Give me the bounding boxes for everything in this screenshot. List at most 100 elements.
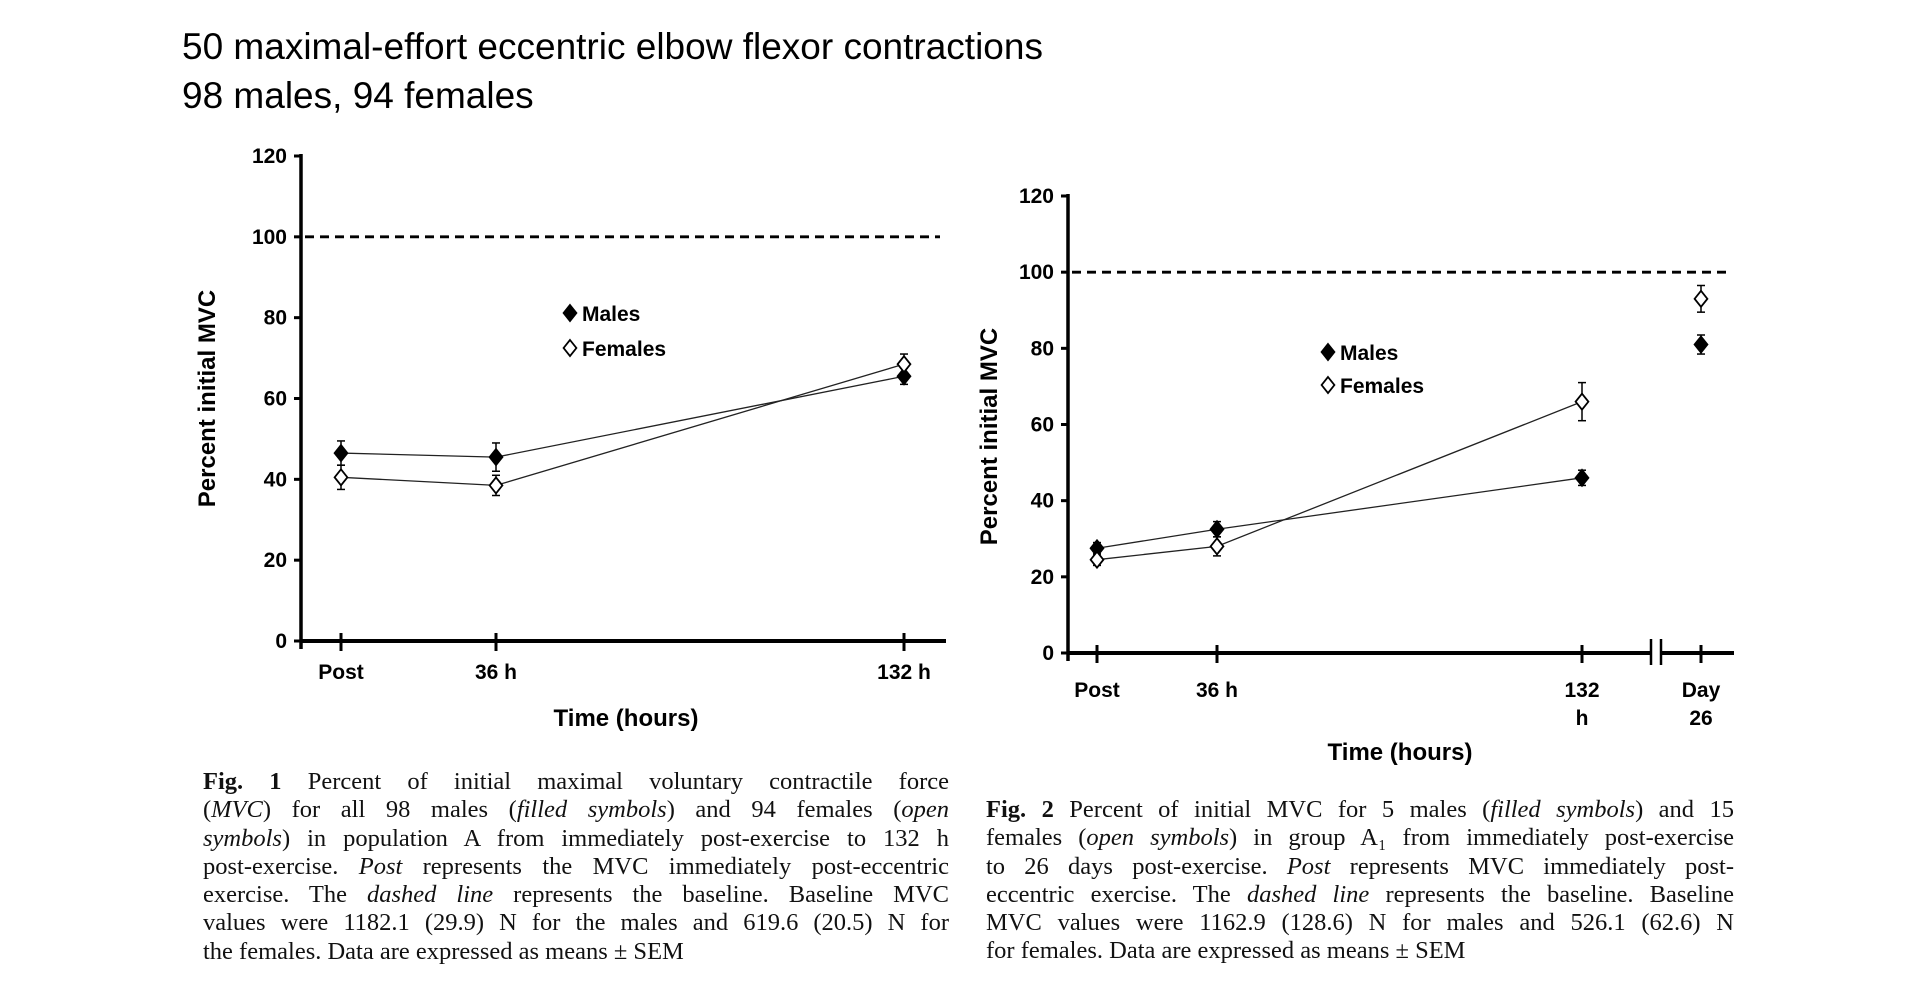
legend-label-females: Females bbox=[582, 338, 666, 361]
caption-line: Fig. 1 Percent of initial maximal volunt… bbox=[203, 768, 949, 796]
y-tick-label: 40 bbox=[264, 468, 287, 491]
y-tick-label: 20 bbox=[264, 549, 287, 572]
caption-text: represents the baseline. Baseline MVC bbox=[493, 881, 949, 909]
y-tick-label: 100 bbox=[1019, 261, 1054, 284]
y-tick-label: 0 bbox=[275, 630, 287, 653]
data-point-males bbox=[896, 366, 912, 386]
data-point-males bbox=[1209, 519, 1225, 539]
caption-text: ) and 94 females ( bbox=[666, 796, 902, 824]
caption-line: MVC values were 1162.9 (128.6) N for mal… bbox=[986, 909, 1734, 937]
x-tick-label: Post bbox=[318, 661, 364, 684]
caption-text: open symbols bbox=[1086, 824, 1230, 852]
caption-line: (MVC) for all 98 males (filled symbols) … bbox=[203, 796, 949, 824]
caption-line: exercise. The dashed line represents the… bbox=[203, 881, 949, 909]
series-line-females bbox=[1096, 401, 1583, 561]
data-point-females bbox=[1693, 289, 1709, 309]
figure-2-caption: Fig. 2 Percent of initial MVC for 5 male… bbox=[986, 796, 1734, 966]
caption-text: represents the MVC immediately post-ecce… bbox=[402, 852, 949, 880]
caption-line: post-exercise. Post represents the MVC i… bbox=[203, 853, 949, 881]
chart-2: 0 20 40 60 80 100 120 Post 36 h 132 h Day 26 Time (ho… bbox=[976, 185, 1734, 766]
caption-text: for females. Data are expressed as means… bbox=[986, 937, 1466, 965]
y-tick-label: 40 bbox=[1031, 490, 1054, 513]
caption-text: symbols bbox=[203, 824, 282, 852]
legend-label-females: Females bbox=[1340, 375, 1424, 398]
series-line-females bbox=[340, 363, 905, 487]
chart-1: 0 20 40 60 80 100 120 Post 36 h 132 h Time (hours)… bbox=[194, 145, 946, 732]
caption-line: the females. Data are expressed as means… bbox=[203, 938, 949, 966]
x-tick-label: Day bbox=[1682, 679, 1721, 702]
caption-text: Post bbox=[1286, 852, 1331, 880]
caption-text: represents MVC immediately post- bbox=[1330, 852, 1734, 880]
x-tick-label: 132 bbox=[1564, 679, 1599, 702]
caption-line: females (open symbols) in group A₁ from … bbox=[986, 824, 1734, 852]
caption-text: ( bbox=[203, 796, 212, 824]
caption-text: ) in group A₁ from immediately post-exer… bbox=[1229, 824, 1735, 852]
data-point-males bbox=[488, 447, 504, 467]
caption-text: Percent of initial maximal voluntary con… bbox=[281, 768, 949, 795]
x-axis-label: Time (hours) bbox=[554, 705, 699, 732]
caption-line: for females. Data are expressed as means… bbox=[986, 937, 1734, 965]
caption-text: open bbox=[901, 796, 949, 824]
caption-text: filled symbols bbox=[1490, 796, 1636, 823]
caption-text: post-exercise. bbox=[203, 852, 359, 880]
series-line-males bbox=[340, 375, 905, 458]
caption-text: to 26 days post-exercise. bbox=[986, 852, 1287, 880]
data-point-males bbox=[333, 443, 349, 463]
legend-marker-females bbox=[562, 338, 578, 358]
y-tick-label: 20 bbox=[1031, 566, 1054, 589]
legend-marker-males bbox=[562, 303, 578, 323]
caption-text: Post bbox=[358, 852, 403, 880]
caption-text: dashed line bbox=[1246, 880, 1370, 908]
x-tick-label: 36 h bbox=[1196, 679, 1238, 702]
caption-text: the females. Data are expressed as means… bbox=[203, 937, 684, 965]
caption-text: Percent of initial MVC for 5 males ( bbox=[1053, 796, 1491, 823]
legend-marker-males bbox=[1320, 342, 1336, 362]
figure-1-caption: Fig. 1 Percent of initial maximal volunt… bbox=[203, 768, 949, 966]
caption-line: to 26 days post-exercise. Post represent… bbox=[986, 853, 1734, 881]
caption-text: MVC bbox=[211, 796, 263, 824]
caption-text: filled symbols bbox=[516, 796, 667, 824]
y-axis-label: Percent initial MVC bbox=[194, 290, 221, 507]
data-point-females bbox=[1089, 550, 1105, 570]
x-tick-label: 132 h bbox=[877, 661, 931, 684]
caption-text: MVC values were 1162.9 (128.6) N for mal… bbox=[986, 909, 1734, 937]
x-tick-label: 36 h bbox=[475, 661, 517, 684]
x-tick-label: Post bbox=[1074, 679, 1120, 702]
data-point-females bbox=[1209, 536, 1225, 556]
y-tick-label: 80 bbox=[264, 307, 287, 330]
y-tick-label: 120 bbox=[252, 145, 287, 168]
y-tick-label: 60 bbox=[1031, 414, 1054, 437]
slide-heading-line-2: 98 males, 94 females bbox=[182, 75, 534, 116]
legend-label-males: Males bbox=[582, 303, 640, 326]
caption-text: ) in population A from immediately post-… bbox=[281, 824, 949, 852]
caption-figure-label: Fig. 2 bbox=[986, 796, 1054, 823]
data-point-females bbox=[333, 467, 349, 487]
caption-text: exercise. The bbox=[203, 881, 368, 909]
legend-label-males: Males bbox=[1340, 342, 1398, 365]
x-tick-label: 26 bbox=[1689, 707, 1712, 730]
data-point-females bbox=[1574, 392, 1590, 412]
series-line-males bbox=[1096, 477, 1583, 549]
caption-line: eccentric exercise. The dashed line repr… bbox=[986, 881, 1734, 909]
caption-text: values were 1182.1 (29.9) N for the male… bbox=[203, 909, 949, 937]
caption-line: values were 1182.1 (29.9) N for the male… bbox=[203, 909, 949, 937]
data-point-males bbox=[1693, 335, 1709, 354]
y-tick-label: 60 bbox=[264, 388, 287, 411]
x-tick-label: h bbox=[1576, 707, 1589, 730]
data-point-males bbox=[1574, 468, 1590, 488]
y-tick-label: 100 bbox=[252, 226, 287, 249]
y-tick-label: 0 bbox=[1042, 642, 1054, 665]
caption-text: represents the baseline. Baseline bbox=[1369, 880, 1734, 908]
caption-text: eccentric exercise. The bbox=[986, 880, 1247, 908]
data-point-females bbox=[896, 354, 912, 374]
data-point-females bbox=[488, 475, 504, 495]
y-tick-label: 80 bbox=[1031, 337, 1054, 360]
caption-figure-label: Fig. 1 bbox=[203, 768, 282, 795]
y-tick-label: 120 bbox=[1019, 185, 1054, 208]
y-axis-label: Percent initial MVC bbox=[976, 328, 1003, 545]
caption-text: ) and 15 bbox=[1635, 796, 1734, 823]
caption-text: ) for all 98 males ( bbox=[262, 796, 517, 824]
caption-line: Fig. 2 Percent of initial MVC for 5 male… bbox=[986, 796, 1734, 824]
caption-line: symbols) in population A from immediatel… bbox=[203, 825, 949, 853]
